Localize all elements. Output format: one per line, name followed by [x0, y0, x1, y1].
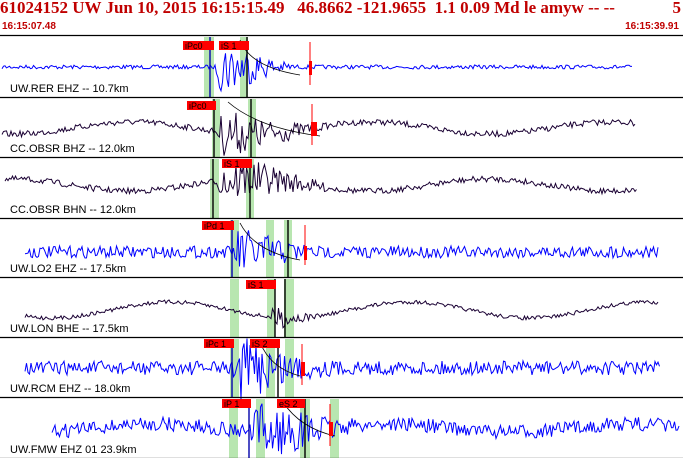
- amplitude-marker: [309, 61, 312, 75]
- event-title: 61024152 UW Jun 10, 2015 16:15:15.49 46.…: [0, 0, 615, 17]
- pick-window: [266, 220, 274, 277]
- waveform-trace[interactable]: [24, 299, 659, 329]
- pick-label: iP 1: [224, 399, 239, 409]
- waveform-trace[interactable]: [24, 338, 660, 400]
- pick-window: [266, 339, 275, 397]
- pick-window: [229, 399, 238, 458]
- pick-flag[interactable]: [187, 101, 216, 110]
- pick-window: [204, 37, 214, 97]
- pick-window: [285, 339, 294, 397]
- pick-label: iPc 1: [206, 339, 226, 349]
- pick-label: iPd 1: [204, 221, 225, 231]
- pick-window: [240, 37, 248, 97]
- pick-window: [230, 220, 239, 277]
- amplitude-marker: [329, 422, 333, 436]
- pick-window: [210, 159, 219, 218]
- pick-label: iS 1: [224, 159, 240, 169]
- amplitude-marker: [304, 246, 307, 260]
- pick-flag[interactable]: [202, 221, 234, 230]
- pick-window: [284, 279, 294, 337]
- waveform-trace[interactable]: [51, 403, 680, 455]
- pick-flag[interactable]: [183, 41, 214, 50]
- waveform-trace[interactable]: [1, 53, 632, 93]
- pick-window: [230, 279, 239, 337]
- pick-flag[interactable]: [246, 280, 276, 289]
- pick-window: [230, 339, 239, 397]
- arrival-curve: [227, 101, 321, 137]
- event-header: 61024152 UW Jun 10, 2015 16:15:15.49 46.…: [0, 0, 683, 22]
- channel-label: UW.RER EHZ -- 10.7km: [10, 83, 129, 95]
- pick-flag[interactable]: [222, 399, 251, 408]
- waveform-trace[interactable]: [4, 162, 637, 196]
- pick-window: [256, 399, 265, 458]
- pick-label: iS 1: [248, 280, 264, 290]
- pick-label: eS 2: [279, 399, 298, 409]
- event-count: 5: [672, 0, 682, 17]
- end-time: 16:15:39.91: [625, 21, 679, 32]
- pick-label: iPc0: [185, 41, 203, 51]
- pick-flag[interactable]: [277, 399, 305, 408]
- channel-label: UW.FMW EHZ 01 23.9km: [10, 444, 137, 456]
- arrival-curve: [239, 222, 301, 261]
- pick-flag[interactable]: [219, 41, 249, 50]
- pick-label: iS 1: [221, 41, 237, 51]
- channel-label: UW.LON BHE -- 17.5km: [10, 323, 129, 335]
- channel-label: CC.OBSR BHZ -- 12.0km: [10, 143, 135, 155]
- pick-label: iPc0: [189, 101, 207, 111]
- amplitude-marker: [311, 122, 317, 136]
- waveform-trace[interactable]: [24, 230, 659, 268]
- waveform-trace[interactable]: [1, 112, 636, 156]
- pick-window: [267, 279, 275, 337]
- pick-window: [212, 99, 220, 157]
- pick-flag[interactable]: [222, 159, 252, 168]
- channel-label: CC.OBSR BHN -- 12.0km: [10, 204, 136, 216]
- pick-flag[interactable]: [250, 339, 280, 348]
- channel-label: UW.RCM EHZ -- 18.0km: [10, 383, 130, 395]
- pick-label: iS 2: [252, 339, 268, 349]
- pick-flag[interactable]: [204, 339, 234, 348]
- start-time: 16:15:07.48: [2, 21, 56, 32]
- channel-label: UW.LO2 EHZ -- 17.5km: [10, 263, 126, 275]
- amplitude-marker: [301, 362, 305, 376]
